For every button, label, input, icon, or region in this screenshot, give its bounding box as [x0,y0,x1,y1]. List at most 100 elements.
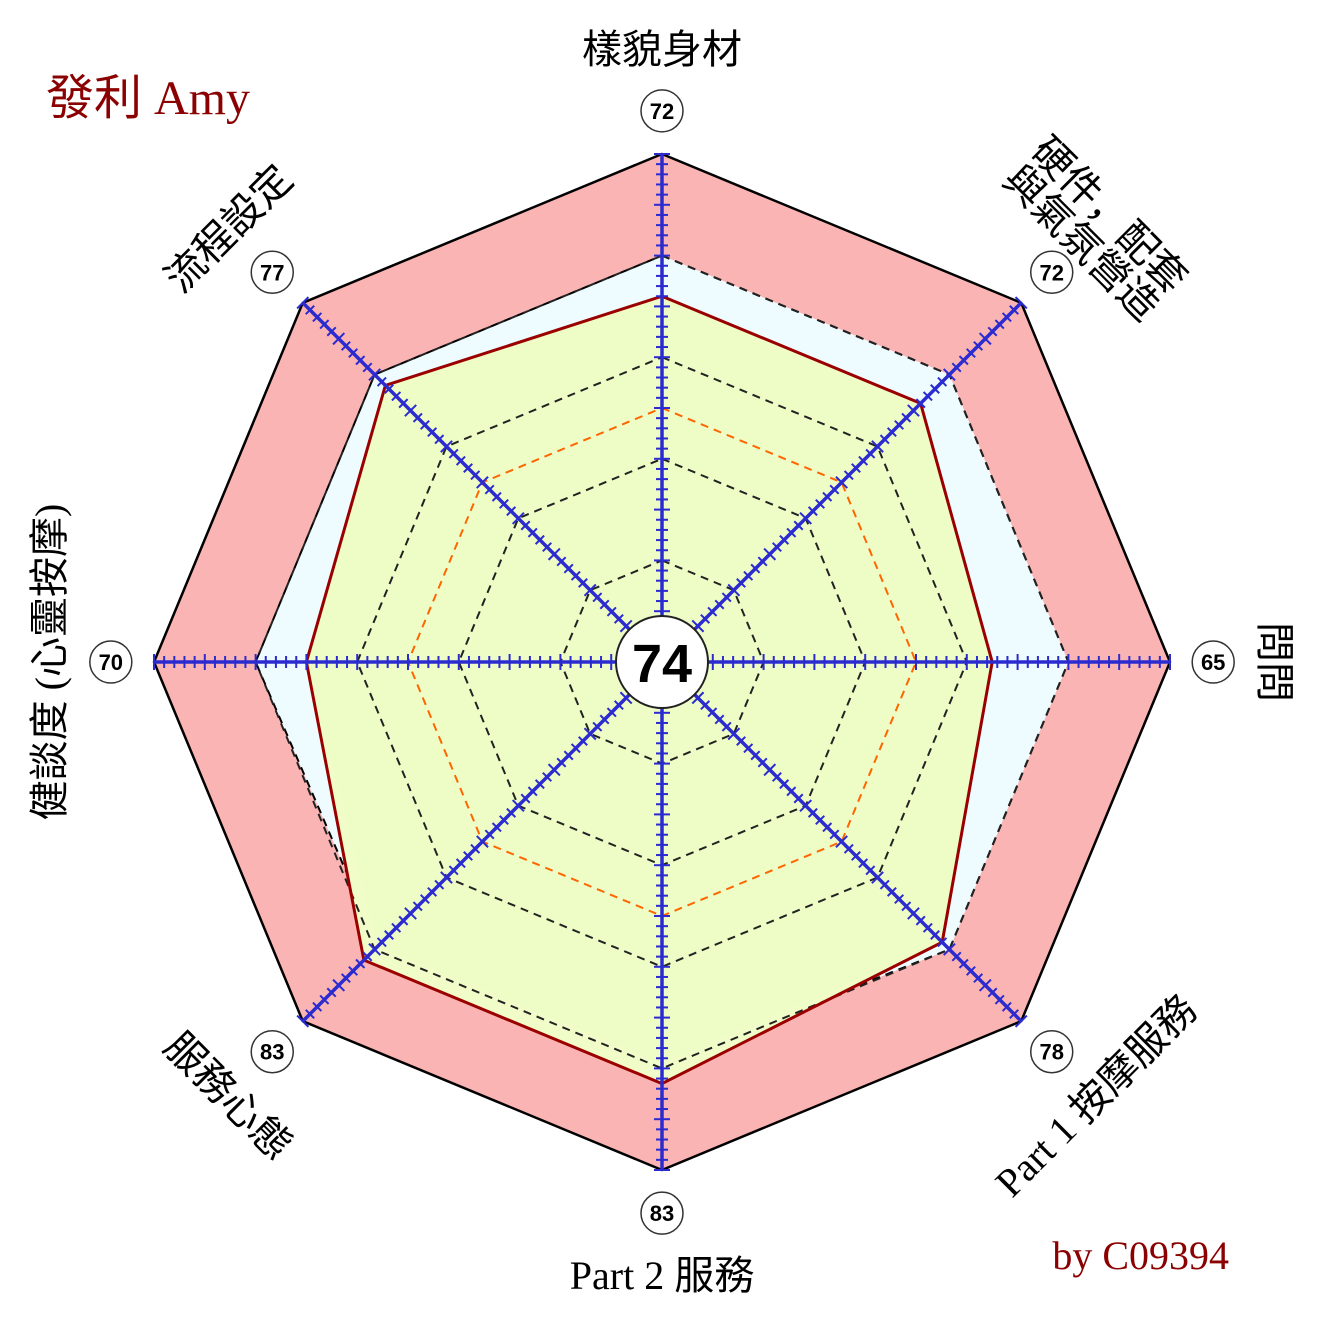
axis-tick [355,355,366,366]
axis-tick [448,448,459,459]
value-badge [1029,250,1074,295]
axis-tick [901,901,912,912]
axis-tick [1009,305,1019,315]
axis-tick [427,886,438,897]
value-badge [1191,640,1235,684]
axis-tick [599,714,610,725]
axis-tick [520,520,531,531]
axis-tick [434,434,445,445]
axis-tick [943,943,956,956]
axis-tick [714,599,725,610]
axis-tick [427,427,438,438]
axis-tick [384,930,394,940]
axis-tick [412,901,423,912]
axis-tick [736,736,746,746]
axis-tick [727,583,741,597]
axis-tick [296,1014,310,1028]
axis-tick [922,922,933,933]
axis-tick [865,448,876,459]
axis-tick [807,807,818,818]
overall-score-circle [615,615,709,709]
axis-tick [786,527,797,538]
axis-tick [332,978,346,992]
axis-tick [542,771,553,782]
axis-tick [886,886,897,897]
value-badge-label: 70 [99,650,123,675]
axis-tick [799,799,813,813]
axis-tick [506,506,517,517]
axis-tick [907,404,920,417]
value-badge [250,1029,295,1074]
axis-tick [348,965,359,976]
axis-tick [348,348,359,359]
axis-tick [793,520,804,531]
axis-tick [484,484,495,495]
axis-tick [994,319,1005,330]
axis-tick [340,340,351,351]
axis-tick [404,907,417,920]
axis-tick [368,368,381,381]
axis-tick [743,743,754,754]
category-label: 健談度 (心靈按摩) [27,504,72,821]
axis-tick [714,714,725,725]
category-label: 樣貌身材 [582,27,742,72]
axis-tick [599,599,610,610]
axis-tick [750,563,761,574]
axis-tick [391,922,402,933]
axis-tick [835,835,848,848]
axis-tick [419,419,430,430]
axis-tick [799,511,813,525]
axis-tick [583,727,597,741]
axis-tick [520,793,531,804]
axis-tick [779,779,790,790]
axis-tick [563,750,574,761]
axis-tick [412,412,423,423]
axis-tick [440,871,453,884]
axis-tick [815,815,826,826]
axis-tick [619,691,633,705]
axis-tick [498,815,509,826]
axis-tick [305,1009,315,1019]
value-badge [89,640,133,684]
value-badge-label: 72 [650,99,674,124]
axis-tick [578,578,588,588]
axis-tick [879,434,890,445]
axis-tick [951,951,962,962]
axis-tick [470,843,481,854]
axis-tick [404,404,417,417]
axis-tick [700,613,711,624]
axis-tick [771,771,782,782]
axis-tick [973,340,984,351]
axis-tick [419,894,430,905]
axis-tick [326,987,337,998]
value-badge [250,250,295,295]
axis-tick [534,779,545,790]
axis-tick [470,470,481,481]
axis-tick [1009,1009,1019,1019]
axis-tick [779,534,790,545]
chart-title: 發利 Amy [46,72,251,125]
axis-tick [511,799,525,813]
axis-tick [807,506,818,517]
axis-tick [606,606,617,617]
axis-tick [398,398,409,409]
value-badge-label: 78 [1040,1040,1064,1065]
axis-tick [463,463,473,473]
axis-tick [757,556,768,567]
value-badge [640,1191,684,1235]
axis-tick [1001,312,1012,323]
axis-tick [570,570,581,581]
axis-tick [879,879,890,890]
axis-tick [534,534,545,545]
axis-tick [743,570,754,581]
axis-tick [398,915,409,926]
axis-tick [547,763,561,777]
axis-tick [1014,296,1028,310]
axis-tick [894,419,905,430]
axis-tick [958,355,969,366]
axis-tick [556,757,567,768]
axis-tick [434,879,445,890]
axis-tick [886,427,897,438]
axis-tick [296,296,310,310]
